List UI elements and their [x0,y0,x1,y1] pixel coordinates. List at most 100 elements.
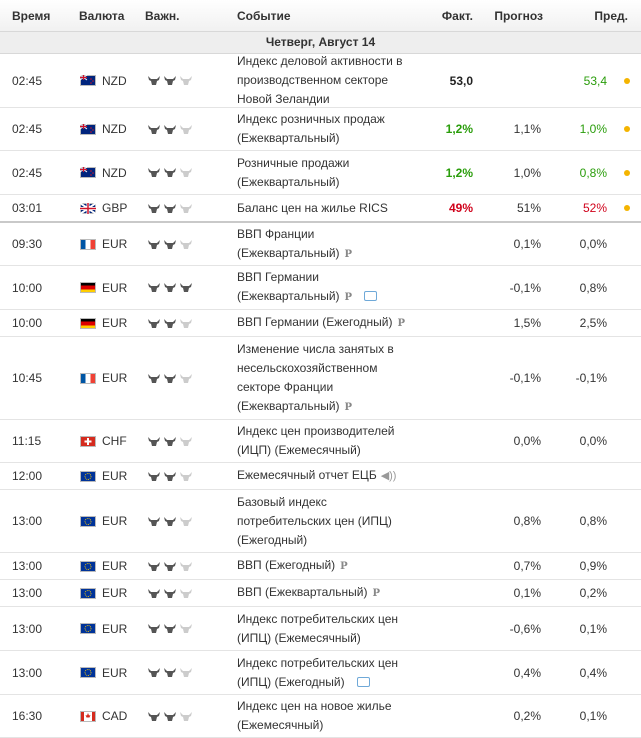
table-row[interactable]: 12:00 EUR Ежемесячный отчет ЕЦБ ◀)) [0,463,641,490]
currency-code: EUR [102,371,128,385]
flag-eu-icon [80,667,96,678]
bull-icon [148,471,160,481]
event-name[interactable]: ВВП Франции (Ежеквартальный) P [237,225,417,264]
table-row[interactable]: 10:00 EUR ВВП Германии (Ежеквартальный) P -0… [0,266,641,310]
event-name[interactable]: Индекс потребительских цен (ИПЦ) (Ежегод… [237,654,417,692]
event-time: 03:01 [12,201,43,215]
currency-code: EUR [102,514,128,528]
table-header: Время Валюта Важн. Событие Факт. Прогноз… [0,0,641,32]
bull-icon [148,624,160,633]
event-label[interactable]: Индекс розничных продаж (Ежеквартальный) [237,112,385,145]
event-label[interactable]: Индекс цен на новое жилье (Ежемесячный) [237,699,392,732]
event-name[interactable]: ВВП Германии (Ежеквартальный) P [237,268,417,307]
currency-code: NZD [102,73,127,88]
bull-icon [148,516,160,526]
event-label[interactable]: ВВП Германии (Ежегодный) [237,315,393,329]
comment-icon[interactable] [364,291,378,301]
table-row[interactable]: 13:00 EUR ВВП (Ежегодный) P 0,7% 0,9% [0,553,641,580]
event-currency: EUR [80,237,127,251]
event-name[interactable]: Индекс цен на новое жилье (Ежемесячный) [237,697,417,735]
event-currency: NZD [79,122,127,136]
importance-rating [147,167,195,178]
currency-code: NZD [102,122,127,136]
event-label[interactable]: ВВП (Ежеквартальный) [237,585,368,599]
comment-icon[interactable] [356,676,370,687]
event-label[interactable]: Ежемесячный отчет ЕЦБ [237,468,377,482]
importance-rating [147,318,195,329]
event-rows: 02:45 NZD Индекс деловой активности в прои… [0,54,641,738]
event-name[interactable]: Изменение числа занятых в несельскохозяй… [237,340,417,417]
event-name[interactable]: ВВП (Ежеквартальный) P [237,583,417,603]
table-row[interactable]: 02:45 NZD Индекс деловой активности в прои… [0,54,641,108]
bull-icon [164,239,176,249]
event-name[interactable]: Баланс цен на жилье RICS [237,199,417,218]
event-name[interactable]: Индекс розничных продаж (Ежеквартальный) [237,110,417,148]
event-label[interactable]: ВВП Франции (Ежеквартальный) [237,226,340,260]
previous-value: 0,8% [579,165,607,180]
currency-code: EUR [102,237,128,251]
col-previous-header[interactable]: Пред. [594,8,628,23]
preliminary-badge: P [372,588,381,599]
previous-value: 53,4 [583,73,607,88]
previous-value: 0,1% [579,621,607,636]
event-label[interactable]: Индекс цен производителей (ИЦП) (Ежемеся… [237,424,395,457]
col-actual-header[interactable]: Факт. [441,8,473,23]
table-row[interactable]: 10:45 EUR Изменение числа занятых в несель… [0,337,641,420]
col-currency-header[interactable]: Валюта [79,8,125,23]
forecast-value: 0,0% [513,434,541,448]
col-event-header[interactable]: Событие [237,8,291,23]
event-currency: EUR [80,371,127,385]
col-importance-header[interactable]: Важн. [145,8,180,23]
table-row[interactable]: 13:00 EUR Индекс потребительских цен (ИПЦ)… [0,607,641,651]
previous-value: 0,0% [579,434,607,448]
bull-icon [180,124,192,134]
event-time: 02:45 [12,122,43,136]
table-row[interactable]: 10:00 EUR ВВП Германии (Ежегодный) P 1,5% 2,5… [0,310,641,337]
currency-code: CHF [102,434,127,448]
table-row[interactable]: 03:01 GBP Баланс цен на жилье RICS 49% 51% 52… [0,195,641,223]
table-row[interactable]: 16:30 CAD Индекс цен на новое жилье (Ежеме… [0,695,641,738]
event-currency: EUR [80,622,127,636]
event-name[interactable]: Розничные продажи (Ежеквартальный) [237,154,417,192]
event-name[interactable]: Базовый индекс потребительских цен (ИПЦ)… [237,493,417,550]
forecast-value: 1,0% [513,165,541,180]
table-row[interactable]: 13:00 EUR Базовый индекс потребительских ц… [0,490,641,553]
bull-icon [164,588,176,598]
event-label[interactable]: Индекс потребительских цен (ИПЦ) (Ежегод… [237,655,399,689]
bull-icon [180,561,192,571]
event-currency: GBP [79,201,127,215]
table-row[interactable]: 09:30 EUR ВВП Франции (Ежеквартальный) P 0,1… [0,223,641,266]
bull-icon [148,561,160,571]
event-label[interactable]: ВВП Германии (Ежеквартальный) [237,270,340,303]
event-time: 02:45 [12,73,43,88]
table-row[interactable]: 11:15 CHF Индекс цен производителей (ИЦП) … [0,420,641,463]
event-name[interactable]: ВВП Германии (Ежегодный) P [237,313,417,333]
currency-code: EUR [102,586,128,600]
preliminary-badge: P [344,292,353,303]
col-forecast-header[interactable]: Прогноз [494,8,543,23]
event-label[interactable]: ВВП (Ежегодный) [237,558,336,572]
previous-value: 0,2% [579,586,607,600]
table-row[interactable]: 02:45 NZD Индекс розничных продаж (Ежеквар… [0,108,641,151]
event-name[interactable]: Ежемесячный отчет ЕЦБ ◀)) [237,466,417,486]
actual-value: 1,2% [445,165,473,180]
previous-value: 1,0% [579,122,607,136]
event-label[interactable]: Баланс цен на жилье RICS [237,200,388,215]
table-row[interactable]: 13:00 EUR ВВП (Ежеквартальный) P 0,1% 0,2% [0,580,641,607]
event-name[interactable]: ВВП (Ежегодный) P [237,556,417,576]
event-label[interactable]: Розничные продажи (Ежеквартальный) [237,155,350,189]
actual-value: 53,0 [449,73,473,88]
event-label[interactable]: Базовый индекс потребительских цен (ИПЦ)… [237,494,392,547]
event-name[interactable]: Индекс потребительских цен (ИПЦ) (Ежемес… [237,610,417,648]
event-name[interactable]: Индекс цен производителей (ИЦП) (Ежемеся… [237,422,417,460]
event-label[interactable]: Индекс потребительских цен (ИПЦ) (Ежемес… [237,611,399,645]
col-time-header[interactable]: Время [12,8,51,23]
previous-value: 0,1% [579,709,607,723]
table-row[interactable]: 13:00 EUR Индекс потребительских цен (ИПЦ)… [0,651,641,695]
bull-icon [148,373,160,383]
bull-icon [164,283,176,292]
event-label[interactable]: Индекс деловой активности в производстве… [237,54,403,106]
event-label[interactable]: Изменение числа занятых в несельскохозяй… [237,341,394,413]
table-row[interactable]: 02:45 NZD Розничные продажи (Ежеквартальны… [0,151,641,195]
event-name[interactable]: Индекс деловой активности в производстве… [237,52,417,109]
